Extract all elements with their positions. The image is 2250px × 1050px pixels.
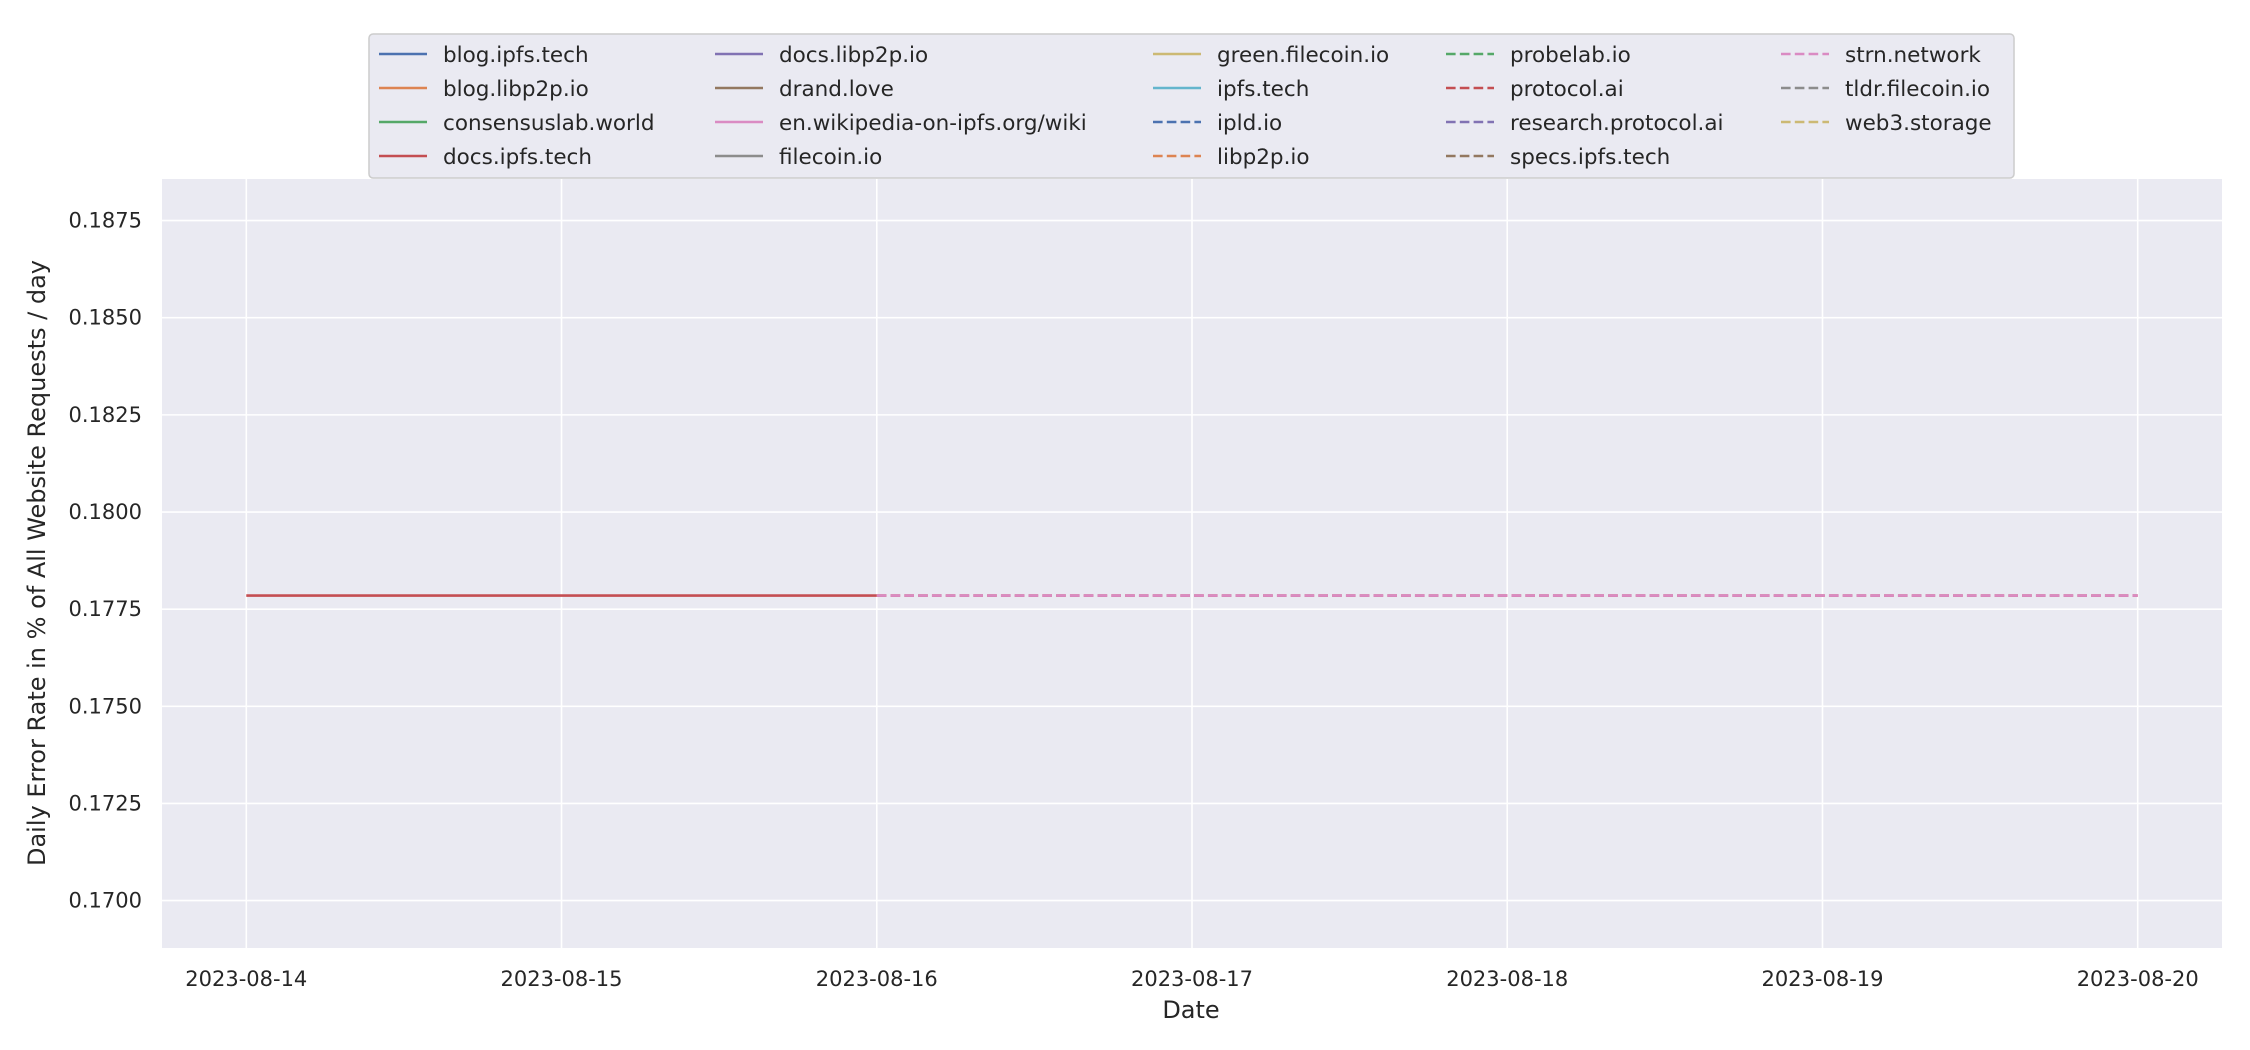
y-tick-label: 0.1725 <box>69 791 142 815</box>
legend-label: ipfs.tech <box>1217 77 1309 102</box>
x-tick-label: 2023-08-14 <box>185 967 307 991</box>
legend-item: green.filecoin.io <box>1153 43 1389 68</box>
legend-item: web3.storage <box>1781 111 1992 136</box>
legend-item: ipfs.tech <box>1153 77 1309 102</box>
grid-lines <box>162 179 2222 948</box>
legend: blog.ipfs.tech blog.libp2p.io consensuslab… <box>368 33 2015 179</box>
legend-label: strn.network <box>1845 43 1981 68</box>
legend-label: research.protocol.ai <box>1510 111 1724 136</box>
legend-item: probelab.io <box>1446 43 1631 68</box>
x-axis-label: Date <box>1162 996 1219 1024</box>
legend-label: ipld.io <box>1217 111 1282 136</box>
legend-label: tldr.filecoin.io <box>1845 77 1990 102</box>
legend-label: web3.storage <box>1845 111 1992 136</box>
legend-item: blog.ipfs.tech <box>379 43 589 68</box>
legend-label: docs.ipfs.tech <box>443 145 592 170</box>
legend-label: green.filecoin.io <box>1217 43 1389 68</box>
x-tick-label: 2023-08-15 <box>500 967 622 991</box>
legend-item: docs.ipfs.tech <box>379 145 592 170</box>
y-tick-label: 0.1700 <box>69 889 142 913</box>
legend-label: protocol.ai <box>1510 77 1624 102</box>
legend-label: probelab.io <box>1510 43 1631 68</box>
x-tick-label: 2023-08-20 <box>2077 967 2199 991</box>
y-tick-label: 0.1800 <box>69 500 142 524</box>
legend-item: ipld.io <box>1153 111 1282 136</box>
legend-item: research.protocol.ai <box>1446 111 1724 136</box>
legend-label: libp2p.io <box>1217 145 1310 170</box>
legend-item: drand.love <box>715 77 894 102</box>
y-axis-label: Daily Error Rate in % of All Website Req… <box>23 260 51 866</box>
legend-item: blog.libp2p.io <box>379 77 589 102</box>
legend-label: drand.love <box>779 77 894 102</box>
legend-item: libp2p.io <box>1153 145 1310 170</box>
x-tick-label: 2023-08-19 <box>1761 967 1883 991</box>
legend-item: protocol.ai <box>1446 77 1624 102</box>
x-axis-ticks: 2023-08-14 2023-08-15 2023-08-16 2023-08-17… <box>185 967 2198 991</box>
x-tick-label: 2023-08-17 <box>1131 967 1253 991</box>
y-tick-label: 0.1850 <box>69 306 142 330</box>
legend-item: consensuslab.world <box>379 111 655 136</box>
legend-item: en.wikipedia-on-ipfs.org/wiki <box>715 111 1087 136</box>
y-tick-label: 0.1875 <box>69 209 142 233</box>
legend-label: en.wikipedia-on-ipfs.org/wiki <box>779 111 1087 136</box>
y-tick-label: 0.1750 <box>69 694 142 718</box>
legend-label: specs.ipfs.tech <box>1510 145 1670 170</box>
legend-item: tldr.filecoin.io <box>1781 77 1990 102</box>
legend-item: strn.network <box>1781 43 1981 68</box>
legend-label: consensuslab.world <box>443 111 655 136</box>
legend-item: specs.ipfs.tech <box>1446 145 1670 170</box>
legend-label: blog.libp2p.io <box>443 77 589 102</box>
legend-label: filecoin.io <box>779 145 882 170</box>
y-tick-label: 0.1775 <box>69 597 142 621</box>
legend-label: blog.ipfs.tech <box>443 43 589 68</box>
y-tick-label: 0.1825 <box>69 403 142 427</box>
legend-box <box>368 33 2015 179</box>
x-tick-label: 2023-08-16 <box>816 967 938 991</box>
x-tick-label: 2023-08-18 <box>1446 967 1568 991</box>
legend-label: docs.libp2p.io <box>779 43 928 68</box>
y-axis-ticks: 0.1700 0.1725 0.1750 0.1775 0.1800 0.1825 0.18… <box>69 209 142 913</box>
legend-item: filecoin.io <box>715 145 882 170</box>
legend-item: docs.libp2p.io <box>715 43 928 68</box>
